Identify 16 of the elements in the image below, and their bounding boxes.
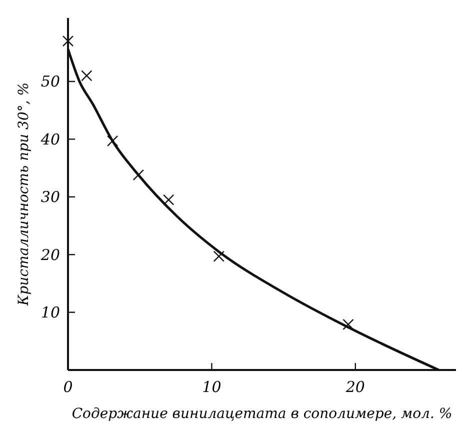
point xyxy=(81,70,92,82)
point xyxy=(342,318,354,330)
y-tick-label: 50 xyxy=(40,72,60,91)
point xyxy=(62,35,74,47)
x-tick-label: 20 xyxy=(344,378,366,396)
point xyxy=(162,194,174,206)
y-axis-title: Кристалличность при 30°, % xyxy=(16,82,32,307)
y-tick-label: 10 xyxy=(40,304,60,322)
x-axis-title: Содержание винилацетата в сополимере, мол. % xyxy=(72,406,452,422)
point xyxy=(106,135,118,147)
x-tick-label: 10 xyxy=(202,378,222,396)
y-tick-label: 30 xyxy=(40,188,60,206)
y-tick-label: 20 xyxy=(40,246,60,264)
point xyxy=(213,250,224,262)
y-tick-label: 40 xyxy=(40,130,60,148)
x-tick-label: 0 xyxy=(63,378,74,396)
